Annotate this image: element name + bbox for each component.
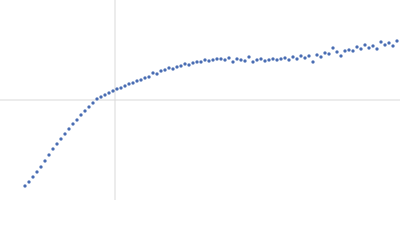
point xyxy=(375,47,379,51)
point xyxy=(391,44,395,48)
point xyxy=(303,56,307,60)
point xyxy=(191,61,195,65)
point xyxy=(143,76,147,80)
point xyxy=(123,84,127,88)
point xyxy=(87,105,91,109)
point xyxy=(271,57,275,61)
point xyxy=(323,51,327,55)
point xyxy=(311,60,315,64)
point xyxy=(343,49,347,53)
point xyxy=(175,65,179,69)
point xyxy=(111,89,115,93)
point xyxy=(83,109,87,113)
point xyxy=(387,41,391,45)
point xyxy=(295,57,299,61)
point xyxy=(263,59,267,63)
point xyxy=(163,68,167,72)
point xyxy=(39,165,43,169)
point xyxy=(339,54,343,58)
point xyxy=(43,159,47,163)
point xyxy=(267,58,271,62)
point xyxy=(315,53,319,57)
point xyxy=(195,60,199,64)
point xyxy=(27,180,31,184)
point xyxy=(331,46,335,50)
point xyxy=(279,57,283,61)
point xyxy=(147,75,151,79)
point xyxy=(199,60,203,64)
point xyxy=(23,184,27,188)
point xyxy=(251,60,255,64)
point xyxy=(383,43,387,47)
point xyxy=(79,113,83,117)
point xyxy=(103,93,107,97)
point xyxy=(35,170,39,174)
point xyxy=(287,58,291,62)
point xyxy=(171,67,175,71)
point xyxy=(223,58,227,62)
point xyxy=(335,50,339,54)
point xyxy=(63,132,67,136)
point xyxy=(119,86,123,90)
point xyxy=(299,54,303,58)
point xyxy=(275,58,279,62)
point xyxy=(359,47,363,51)
point xyxy=(255,58,259,62)
point xyxy=(227,56,231,60)
point xyxy=(71,122,75,126)
point xyxy=(327,52,331,56)
point xyxy=(231,60,235,64)
point xyxy=(235,57,239,61)
point xyxy=(135,79,139,83)
point xyxy=(371,44,375,48)
point xyxy=(167,66,171,70)
chart xyxy=(0,0,400,200)
page: {"chart_data": {"type": "scatter", "colo… xyxy=(0,0,400,200)
point xyxy=(307,54,311,58)
point xyxy=(115,87,119,91)
point xyxy=(107,91,111,95)
point xyxy=(151,71,155,75)
point xyxy=(183,62,187,66)
point xyxy=(219,57,223,61)
point xyxy=(159,69,163,73)
point xyxy=(211,58,215,62)
point xyxy=(283,56,287,60)
point xyxy=(131,81,135,85)
point xyxy=(155,72,159,76)
point xyxy=(59,137,63,141)
point xyxy=(55,142,59,146)
point xyxy=(319,55,323,59)
point xyxy=(31,175,35,179)
point xyxy=(355,45,359,49)
point xyxy=(243,59,247,63)
point xyxy=(127,82,131,86)
point xyxy=(95,97,99,101)
point xyxy=(347,48,351,52)
point xyxy=(239,58,243,62)
point xyxy=(47,153,51,157)
point xyxy=(367,46,371,50)
point xyxy=(395,39,399,43)
point xyxy=(363,43,367,47)
point xyxy=(291,55,295,59)
point xyxy=(99,95,103,99)
point xyxy=(215,57,219,61)
point xyxy=(351,49,355,53)
point xyxy=(203,58,207,62)
point xyxy=(91,101,95,105)
point xyxy=(247,55,251,59)
point xyxy=(75,118,79,122)
point xyxy=(207,59,211,63)
point xyxy=(187,63,191,67)
point xyxy=(67,127,71,131)
point xyxy=(139,78,143,82)
point xyxy=(179,64,183,68)
point xyxy=(259,57,263,61)
point xyxy=(51,147,55,151)
point xyxy=(379,40,383,44)
